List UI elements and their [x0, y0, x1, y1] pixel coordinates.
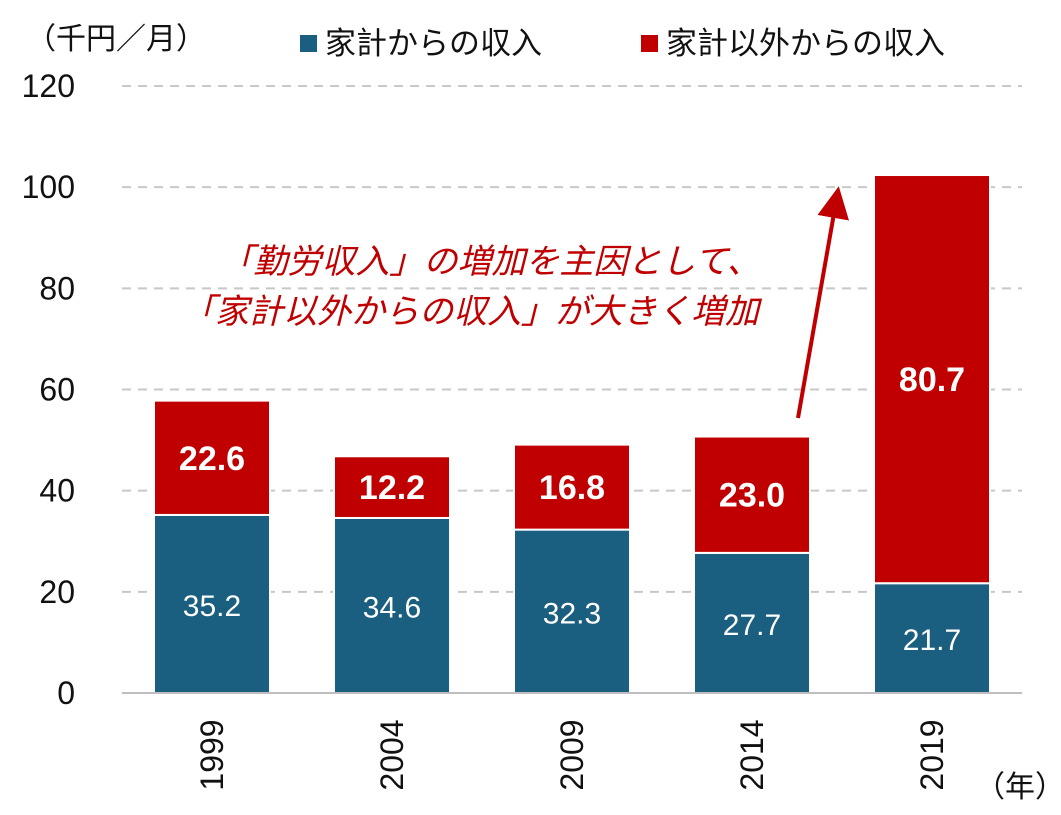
- data-label: 21.7: [903, 624, 961, 657]
- legend-swatch-household: [300, 35, 317, 52]
- data-label: 32.3: [543, 597, 601, 630]
- bar-segment: [513, 528, 631, 695]
- data-label: 34.6: [363, 591, 421, 624]
- legend-label-non-household: 家計以外からの収入: [666, 26, 945, 62]
- legend-item-household: 家計からの収入: [300, 18, 542, 63]
- legend-label-household: 家計からの収入: [325, 26, 542, 62]
- x-tick-label: 2004: [374, 719, 410, 790]
- x-tick-label: 2009: [554, 719, 590, 790]
- y-tick-label: 100: [22, 169, 75, 205]
- data-label: 80.7: [899, 361, 965, 399]
- legend-item-non-household: 家計以外からの収入: [641, 18, 945, 63]
- x-axis-unit-label: （年）: [975, 770, 1061, 805]
- bar-segment: [693, 435, 811, 554]
- bar-segment: [333, 455, 451, 519]
- y-tick-label: 0: [57, 675, 75, 711]
- y-tick-label: 60: [39, 372, 75, 408]
- bar-segment: [153, 399, 271, 516]
- bar-segment: [153, 513, 271, 694]
- y-axis-unit-label: （千円／月）: [26, 22, 206, 57]
- data-label: 27.7: [723, 609, 781, 642]
- data-label: 12.2: [359, 469, 425, 507]
- y-axis-ticks: 0 20 40 60 80 100 120: [22, 68, 75, 711]
- legend-swatch-non-household: [641, 35, 658, 52]
- data-label: 16.8: [539, 469, 605, 507]
- bar-segment: [873, 582, 991, 695]
- x-axis-ticks: 1999 2004 2009 2014 2019: [194, 719, 950, 790]
- annotation-line-2: 「家計以外からの収入」が大きく増加: [181, 292, 759, 332]
- bar-segment: [873, 174, 991, 585]
- bar-segment: [513, 443, 631, 531]
- y-tick-label: 120: [22, 68, 75, 104]
- y-tick-label: 20: [39, 574, 75, 610]
- annotation-arrow: [796, 186, 849, 419]
- annotation-line-1: 「勤労収入」の増加を主因として、: [219, 242, 761, 282]
- x-tick-label: 1999: [194, 719, 230, 790]
- x-tick-label: 2019: [914, 719, 950, 790]
- data-label: 23.0: [719, 477, 785, 515]
- data-label: 35.2: [183, 590, 241, 623]
- y-tick-label: 40: [39, 473, 75, 509]
- y-tick-label: 80: [39, 270, 75, 306]
- data-label: 22.6: [179, 440, 245, 478]
- bar-segment: [693, 551, 811, 694]
- x-tick-label: 2014: [734, 719, 770, 790]
